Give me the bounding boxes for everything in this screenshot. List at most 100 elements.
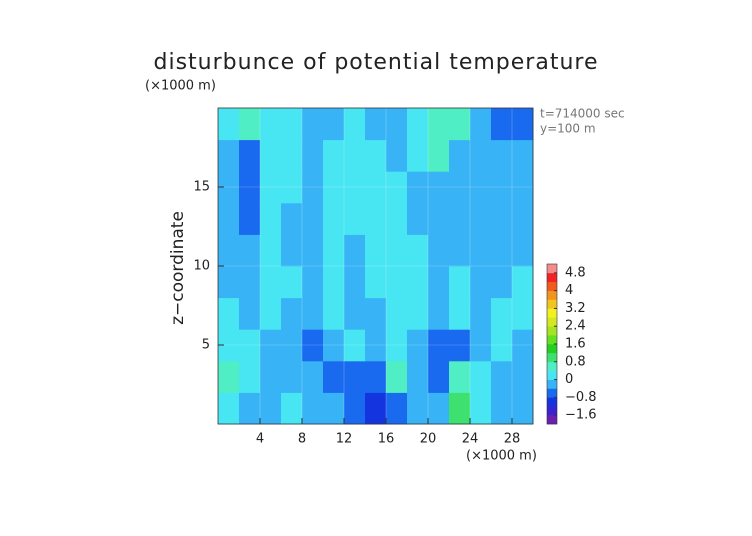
heat-cell [491, 234, 513, 267]
heat-cell [491, 266, 513, 299]
heat-cell [512, 202, 534, 235]
heat-cell [302, 139, 324, 172]
heat-cell [470, 108, 492, 141]
heat-cell [407, 139, 429, 172]
heat-cell [281, 297, 303, 330]
heat-cell [218, 392, 240, 425]
x-tick-label: 16 [378, 432, 395, 447]
x-tick-label: 20 [420, 432, 437, 447]
heat-cell [428, 234, 450, 267]
heat-cell [512, 139, 534, 172]
heat-cell [407, 329, 429, 362]
heat-cell [386, 139, 408, 172]
heat-cell [449, 392, 471, 425]
heat-cell [470, 392, 492, 425]
colorbar-band [547, 264, 557, 274]
colorbar-tick-label: 0.8 [565, 354, 586, 369]
heat-cell [449, 360, 471, 393]
heat-cell [512, 329, 534, 362]
heat-cell [407, 234, 429, 267]
heat-cell [281, 171, 303, 204]
heat-cell [302, 171, 324, 204]
heat-cell [302, 329, 324, 362]
colorbar-band [547, 299, 557, 309]
heat-cell [470, 360, 492, 393]
heat-cell [512, 297, 534, 330]
heat-cell [470, 297, 492, 330]
heat-cell [512, 360, 534, 393]
x-tick-label: 28 [504, 432, 521, 447]
y-tick-label: 15 [193, 180, 210, 195]
heat-cell [449, 329, 471, 362]
heat-cell [344, 392, 366, 425]
heat-cell [491, 329, 513, 362]
heat-cell [344, 139, 366, 172]
chart-title: disturbunce of potential temperature [154, 50, 599, 75]
colorbar-band [547, 415, 557, 425]
heat-cell [344, 360, 366, 393]
colorbar-band [547, 352, 557, 363]
x-tick-label: 12 [336, 432, 353, 447]
colorbar-band [547, 281, 557, 291]
heat-cell [218, 234, 240, 267]
y-unit-label: (×1000 m) [145, 79, 216, 94]
heat-cell [491, 297, 513, 330]
heat-cell [365, 360, 387, 393]
y-tick-label: 10 [193, 259, 210, 274]
heat-cell [512, 392, 534, 425]
heat-cell [449, 108, 471, 141]
heat-cell [281, 329, 303, 362]
heat-cell [323, 329, 345, 362]
heat-cell [344, 297, 366, 330]
heat-cell [239, 297, 261, 330]
heat-cell [218, 360, 240, 393]
heat-cell [470, 234, 492, 267]
colorbar-band [547, 370, 557, 380]
heat-cell [239, 234, 261, 267]
heat-cell [323, 108, 345, 141]
heat-cell [407, 360, 429, 393]
colorbar-band [547, 388, 557, 398]
heat-cell [239, 202, 261, 235]
heat-cell [491, 360, 513, 393]
heat-cell [260, 297, 282, 330]
heat-cell [470, 139, 492, 172]
heat-cell [302, 202, 324, 235]
heat-cell [344, 202, 366, 235]
heat-cell [281, 234, 303, 267]
colorbar-tick-label: 2.4 [565, 319, 586, 334]
heat-cell [386, 171, 408, 204]
heat-cell [218, 139, 240, 172]
heat-cell [407, 392, 429, 425]
heat-cell [323, 392, 345, 425]
heat-cell [428, 329, 450, 362]
heat-cell [344, 329, 366, 362]
heat-cell [344, 234, 366, 267]
heat-cell [260, 392, 282, 425]
heat-cell [323, 139, 345, 172]
heat-cell [470, 329, 492, 362]
heat-cell [218, 108, 240, 141]
x-tick-label: 4 [256, 432, 264, 447]
heat-cell [302, 392, 324, 425]
heat-cell [365, 202, 387, 235]
heat-cell [428, 171, 450, 204]
heat-cell [302, 360, 324, 393]
heat-cell [323, 266, 345, 299]
heat-cell [407, 108, 429, 141]
heat-cell [428, 297, 450, 330]
heat-cell [365, 139, 387, 172]
heat-cell [365, 266, 387, 299]
colorbar-tick-label: 0 [565, 372, 573, 387]
heat-cell [239, 139, 261, 172]
heat-cell [407, 266, 429, 299]
heat-cell [239, 360, 261, 393]
colorbar-band [547, 344, 557, 354]
y-axis-label: z−coordinate [168, 211, 188, 325]
heat-cell [491, 108, 513, 141]
heat-cell [386, 329, 408, 362]
heat-cell [449, 266, 471, 299]
heat-cell [386, 297, 408, 330]
heat-cell [365, 329, 387, 362]
heat-cell [281, 392, 303, 425]
